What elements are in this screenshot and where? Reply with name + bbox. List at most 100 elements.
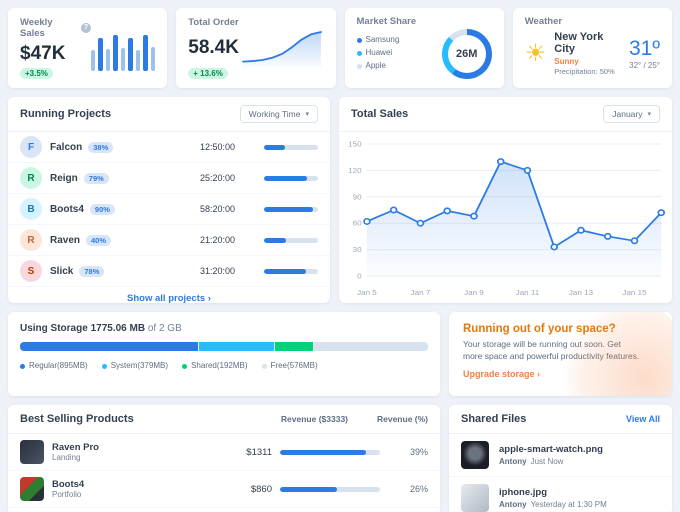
legend-label: Free(576MB) bbox=[270, 361, 318, 370]
shared-files-title: Shared Files bbox=[461, 413, 527, 425]
storage-legend: Regular(895MB) System(379MB) Shared(192M… bbox=[20, 360, 428, 373]
project-meta: Reign 79% bbox=[50, 172, 192, 184]
month-dropdown[interactable]: January ▾ bbox=[603, 105, 660, 123]
market-share-body: Samsung Huawei Apple 26M bbox=[356, 27, 492, 80]
percent-column-header: Revenue (%) bbox=[376, 414, 428, 424]
storage-bar bbox=[20, 342, 428, 351]
weekly-sales-bar bbox=[90, 50, 96, 71]
file-name-link[interactable]: apple-smart-watch.png bbox=[499, 444, 603, 455]
y-axis-tick-label: 0 bbox=[357, 272, 362, 281]
project-row: R Reign 79% 25:20:00 bbox=[8, 163, 330, 194]
data-point-marker[interactable] bbox=[523, 166, 532, 174]
data-point-marker[interactable] bbox=[470, 212, 478, 220]
best-selling-header: Best Selling Products Revenue ($3333) Re… bbox=[8, 405, 440, 434]
running-projects-title: Running Projects bbox=[20, 108, 112, 120]
project-avatar: R bbox=[20, 167, 42, 189]
storage-legend-item: Regular(895MB) bbox=[20, 360, 88, 373]
project-meta: Falcon 38% bbox=[50, 141, 192, 153]
weekly-sales-change-badge: +3.5% bbox=[20, 68, 53, 79]
storage-legend-item: System(379MB) bbox=[101, 360, 168, 373]
file-info: iphone.jpg Antony Yesterday at 1:30 PM bbox=[499, 487, 607, 509]
view-all-link[interactable]: View All bbox=[625, 414, 660, 424]
file-meta: Antony Just Now bbox=[499, 457, 603, 466]
weekly-sales-value: $47K bbox=[20, 42, 66, 64]
total-order-value: 58.4K bbox=[188, 37, 239, 58]
file-name-link[interactable]: iphone.jpg bbox=[499, 487, 548, 498]
weekly-sales-title-row: Weekly Sales ? bbox=[20, 17, 91, 39]
project-progress-bar bbox=[264, 268, 318, 274]
line-series bbox=[366, 160, 662, 248]
product-name-link[interactable]: Raven Pro bbox=[52, 442, 99, 453]
total-sales-card: Total Sales January ▾ 0 30 60 90 120 150 Jan 5… bbox=[339, 97, 672, 303]
y-axis-tick-label: 120 bbox=[348, 166, 362, 175]
project-progress-bar bbox=[264, 175, 318, 181]
file-row: iphone.jpg Antony Yesterday at 1:30 PM bbox=[449, 477, 672, 512]
data-point-marker[interactable] bbox=[550, 243, 558, 251]
project-time: 25:20:00 bbox=[200, 173, 236, 183]
market-share-card: Market Share Samsung Huawei Apple 26M bbox=[344, 8, 504, 88]
data-point-marker[interactable] bbox=[603, 232, 612, 240]
weekly-sales-bar bbox=[113, 35, 118, 71]
project-percent-badge: 90% bbox=[89, 203, 115, 215]
file-user: Antony bbox=[499, 457, 527, 466]
legend-dot-icon bbox=[101, 363, 107, 369]
working-time-dropdown-label: Working Time bbox=[248, 109, 301, 119]
storage-legend-item: Shared(192MB) bbox=[182, 360, 248, 373]
legend-dot-icon bbox=[261, 363, 267, 369]
weather-card: Weather ☀ New York City Sunny Precipitat… bbox=[512, 8, 672, 88]
project-avatar: F bbox=[20, 136, 42, 158]
data-point-marker[interactable] bbox=[577, 226, 585, 234]
project-name-link[interactable]: Raven bbox=[50, 234, 81, 246]
bottom-row: Best Selling Products Revenue ($3333) Re… bbox=[8, 405, 672, 512]
total-sales-header: Total Sales January ▾ bbox=[339, 97, 672, 132]
project-name-link[interactable]: Reign bbox=[50, 172, 78, 184]
y-axis-tick-label: 30 bbox=[353, 245, 363, 254]
data-point-marker[interactable] bbox=[657, 209, 666, 217]
weekly-sales-bar bbox=[98, 37, 103, 71]
promo-body: Your storage will be running out soon. G… bbox=[463, 339, 640, 362]
upgrade-storage-link[interactable]: Upgrade storage › bbox=[463, 369, 540, 379]
file-time: Just Now bbox=[530, 457, 564, 466]
market-share-donut: 26M bbox=[441, 28, 492, 79]
storage-segment bbox=[274, 342, 313, 351]
data-point-marker[interactable] bbox=[630, 237, 639, 245]
product-revenue: $1311 bbox=[246, 446, 272, 458]
data-point-marker[interactable] bbox=[496, 158, 505, 166]
info-icon[interactable]: ? bbox=[81, 23, 91, 33]
projects-list: F Falcon 38% 12:50:00 R Reign 79% 25:20:… bbox=[8, 132, 330, 287]
project-time: 58:20:00 bbox=[200, 204, 236, 214]
product-revenue-percent: 39% bbox=[409, 447, 428, 457]
product-name-link[interactable]: Boots4 bbox=[52, 479, 85, 490]
product-thumbnail bbox=[20, 477, 44, 501]
product-thumbnail bbox=[20, 440, 44, 464]
shared-files-card: Shared Files View All apple-smart-watch.… bbox=[449, 405, 672, 512]
storage-row: Using Storage 1775.06 MB of 2 GB Regular… bbox=[8, 312, 672, 396]
weather-condition: Sunny bbox=[554, 57, 579, 66]
data-point-marker[interactable] bbox=[389, 206, 398, 214]
legend-dot-icon bbox=[356, 63, 362, 69]
y-axis-tick-label: 90 bbox=[353, 193, 363, 202]
x-axis-tick-label: Jan 5 bbox=[357, 288, 377, 297]
arrow-right-icon: › bbox=[537, 368, 541, 379]
market-share-legend-item: Huawei bbox=[356, 47, 400, 60]
product-revenue-bar bbox=[280, 486, 380, 492]
storage-card: Using Storage 1775.06 MB of 2 GB Regular… bbox=[8, 312, 440, 396]
data-point-marker[interactable] bbox=[443, 207, 451, 215]
shared-files-header: Shared Files View All bbox=[449, 405, 672, 434]
storage-legend-item: Free(576MB) bbox=[261, 360, 318, 373]
data-point-marker[interactable] bbox=[416, 219, 425, 227]
weather-temperature: 31º bbox=[628, 37, 660, 60]
project-name-link[interactable]: Slick bbox=[50, 265, 74, 277]
weather-precipitation: Precipitation: 50% bbox=[554, 67, 615, 76]
working-time-dropdown[interactable]: Working Time ▾ bbox=[239, 105, 318, 123]
data-point-marker[interactable] bbox=[363, 217, 371, 225]
upgrade-storage-label: Upgrade storage bbox=[463, 368, 535, 379]
project-name-link[interactable]: Boots4 bbox=[50, 203, 84, 215]
project-row: F Falcon 38% 12:50:00 bbox=[8, 132, 330, 163]
product-names: Boots4 Portfolio bbox=[52, 479, 84, 499]
storage-used: 1775.06 MB bbox=[90, 323, 146, 334]
project-name-link[interactable]: Falcon bbox=[50, 141, 83, 153]
show-all-projects-link[interactable]: Show all projects › bbox=[8, 287, 330, 303]
market-share-title-row: Market Share bbox=[357, 16, 492, 27]
